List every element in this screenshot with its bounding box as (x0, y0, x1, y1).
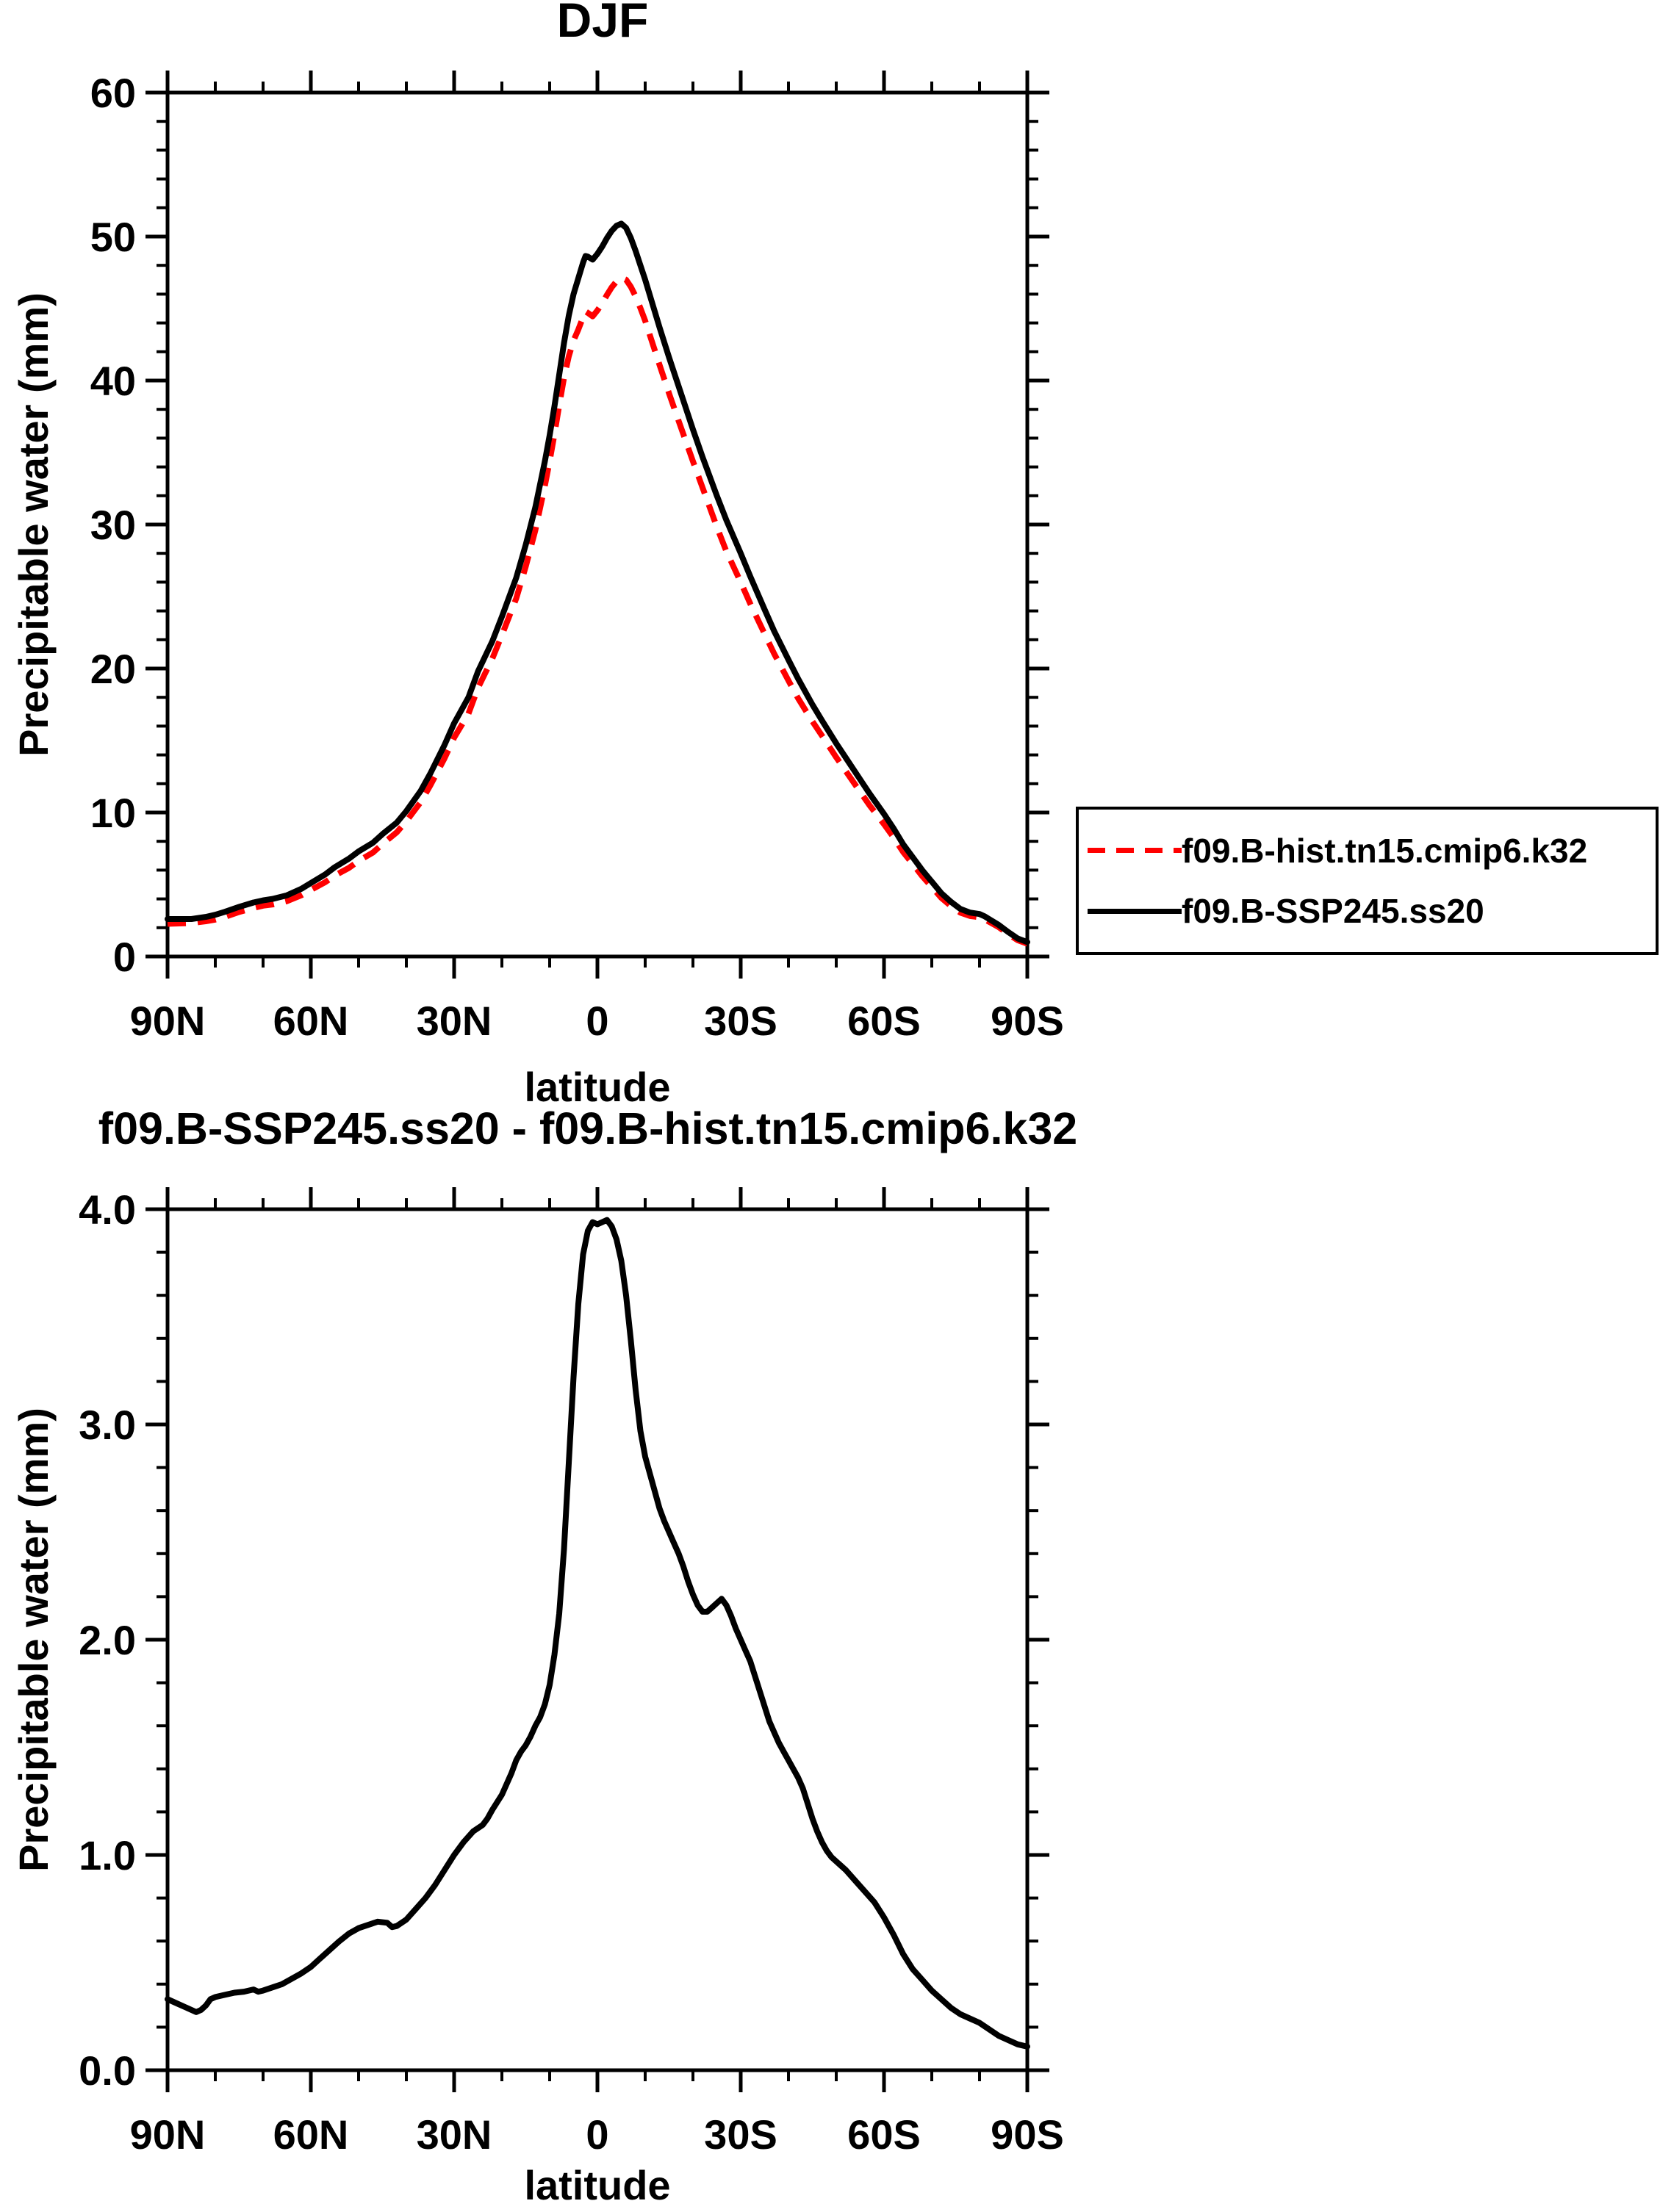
y-tick-label: 0 (113, 934, 136, 980)
y-tick-label: 1.0 (79, 1832, 136, 1878)
plot-frame (165, 90, 1030, 959)
bottom-chart-title: f09.B-SSP245.ss20 - f09.B-hist.tn15.cmip… (98, 1103, 1078, 1153)
x-tick-label: 60N (273, 2111, 349, 2158)
x-tick-label: 0 (586, 998, 608, 1044)
x-tick-label: 90N (130, 2111, 206, 2158)
legend-label-hist: f09.B-hist.tn15.cmip6.k32 (1182, 831, 1588, 870)
axis-ticks (145, 1187, 1049, 2092)
legend-entry-ssp245: f09.B-SSP245.ss20 (1088, 891, 1656, 931)
tick-labels: 90N 60N 30N 0 30S 60S 90S 0.0 1.0 2.0 3.0 4.0 (79, 1186, 1064, 2158)
top-chart-x-axis-label: latitude (524, 1064, 671, 1110)
difference-panel: 90N 60N 30N 0 30S 60S 90S 0.0 1.0 2.0 3.0 4.0 (79, 1186, 1064, 2158)
y-tick-label: 2.0 (79, 1617, 136, 1663)
x-tick-label: 90S (991, 998, 1064, 1044)
x-tick-label: 60S (847, 2111, 921, 2158)
y-tick-label: 40 (90, 358, 136, 404)
top-chart-title: DJF (556, 0, 649, 47)
y-tick-label: 50 (90, 214, 136, 260)
x-tick-label: 60S (847, 998, 921, 1044)
x-tick-label: 30S (704, 998, 777, 1044)
series-f09-b-ssp245-ss20 (165, 220, 1030, 945)
tick-labels: 90N 60N 30N 0 30S 60S 90S 0 10 20 30 40 50 60 (90, 70, 1064, 1044)
y-tick-label: 3.0 (79, 1402, 136, 1448)
x-tick-label: 90N (130, 998, 206, 1044)
djf-panel: 90N 60N 30N 0 30S 60S 90S 0 10 20 30 40 50 60 (90, 70, 1064, 1044)
legend-entry-hist: f09.B-hist.tn15.cmip6.k32 (1088, 831, 1656, 871)
y-tick-label: 30 (90, 502, 136, 548)
black-solid-line-sample (1088, 908, 1182, 914)
legend-box: f09.B-hist.tn15.cmip6.k32 f09.B-SSP245.s… (1076, 807, 1659, 955)
axis-ticks (145, 71, 1049, 979)
legend-label-ssp245: f09.B-SSP245.ss20 (1182, 892, 1484, 931)
bottom-chart-y-axis-label: Precipitable water (mm) (10, 1408, 57, 1872)
series-difference (165, 1217, 1030, 2050)
red-dashed-line-sample (1088, 848, 1182, 854)
x-tick-label: 30N (417, 998, 492, 1044)
x-tick-label: 0 (586, 2111, 608, 2158)
y-tick-label: 0.0 (79, 2047, 136, 2094)
x-tick-label: 30S (704, 2111, 777, 2158)
x-tick-label: 60N (273, 998, 349, 1044)
y-tick-label: 4.0 (79, 1186, 136, 1233)
y-tick-label: 20 (90, 646, 136, 692)
x-tick-label: 90S (991, 2111, 1064, 2158)
series-f09-b-hist-tn15-cmip6-k32 (167, 275, 1029, 947)
y-tick-label: 60 (90, 70, 136, 116)
y-tick-label: 10 (90, 790, 136, 836)
top-chart-y-axis-label: Precipitable water (mm) (10, 292, 57, 757)
x-tick-label: 30N (417, 2111, 492, 2158)
bottom-chart-x-axis-label: latitude (524, 2162, 671, 2208)
